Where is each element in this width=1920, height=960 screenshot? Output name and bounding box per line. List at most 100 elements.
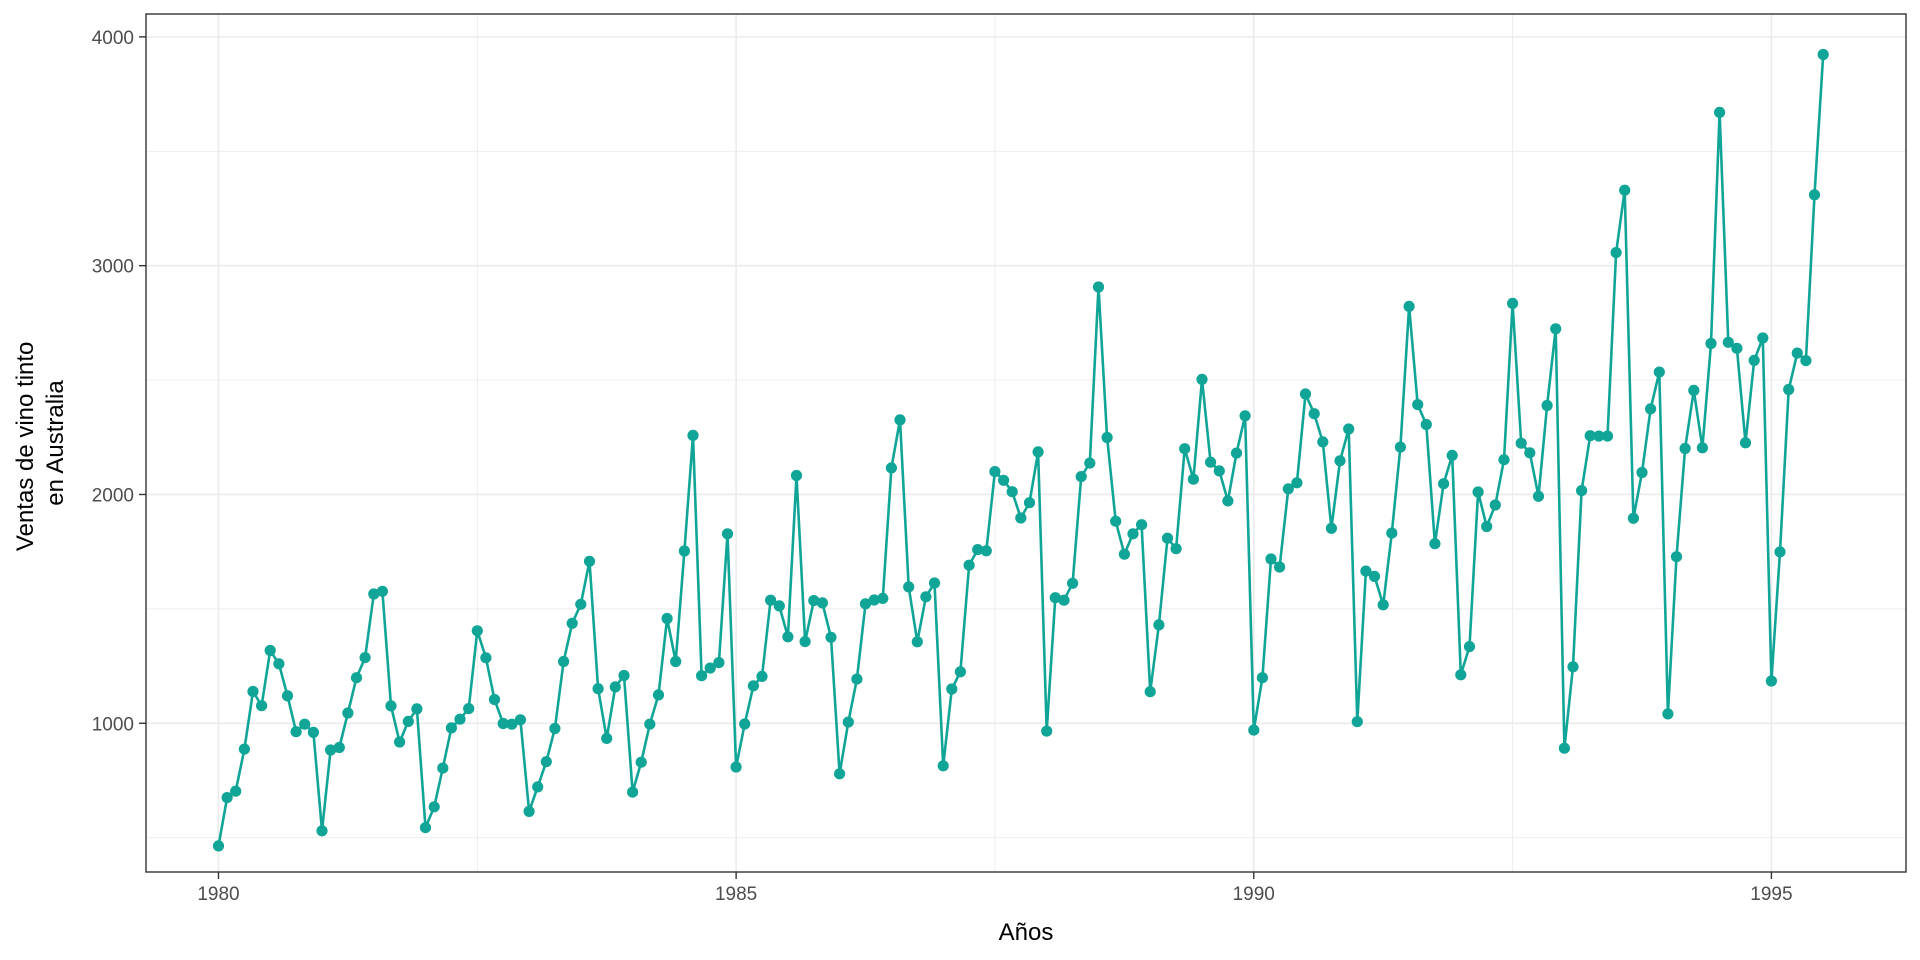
data-point — [1610, 247, 1622, 259]
data-point — [1714, 106, 1726, 118]
data-point — [799, 636, 811, 648]
data-point — [1161, 532, 1174, 544]
data-point — [1179, 443, 1191, 455]
data-point — [1481, 520, 1493, 533]
data-point — [1636, 466, 1648, 479]
data-point — [644, 718, 656, 730]
data-point — [773, 600, 785, 612]
data-point — [1541, 399, 1553, 412]
data-point — [1800, 355, 1812, 367]
data-point — [1420, 418, 1432, 431]
data-point — [1489, 499, 1501, 511]
data-point — [342, 707, 354, 719]
data-point — [601, 732, 613, 745]
data-point — [972, 544, 984, 556]
data-point — [411, 703, 423, 715]
data-point — [1817, 48, 1829, 61]
data-point — [1696, 442, 1708, 454]
data-point — [549, 722, 561, 735]
data-point — [592, 683, 604, 695]
data-point — [1412, 399, 1424, 411]
data-point — [868, 594, 880, 606]
data-point — [1455, 669, 1467, 681]
data-point — [350, 672, 363, 684]
data-point — [1092, 281, 1105, 293]
plot-border — [145, 13, 1907, 873]
data-point — [1498, 454, 1510, 466]
data-point — [1679, 442, 1691, 455]
data-point — [1023, 497, 1036, 509]
data-point — [359, 652, 371, 664]
data-point — [825, 631, 837, 643]
data-point — [1748, 354, 1760, 366]
data-point — [954, 666, 967, 678]
data-point — [1006, 486, 1018, 498]
data-point — [488, 693, 501, 706]
data-point — [1308, 408, 1320, 420]
data-point — [1196, 373, 1208, 385]
data-point — [368, 588, 380, 600]
data-point — [1627, 512, 1639, 524]
y-tick-label: 4000 — [92, 28, 134, 49]
y-axis-title: Ventas de vino tinto en Australia — [12, 335, 69, 551]
data-point — [1783, 383, 1795, 396]
data-point — [1136, 519, 1148, 531]
data-point — [1299, 388, 1312, 400]
data-point — [325, 744, 337, 756]
data-point — [696, 670, 708, 682]
data-point — [1550, 323, 1562, 335]
data-points — [212, 48, 1829, 852]
data-point — [885, 462, 898, 474]
data-point — [290, 726, 302, 738]
x-tick-label: 1980 — [197, 884, 239, 905]
y-axis-title-line-2: en Australia — [42, 380, 69, 506]
data-point — [299, 718, 311, 730]
data-point — [1058, 594, 1070, 606]
data-point — [713, 657, 725, 669]
data-point — [859, 598, 872, 610]
data-point — [704, 662, 716, 674]
data-point — [1291, 477, 1303, 489]
data-point — [747, 680, 760, 692]
data-point — [1110, 515, 1122, 527]
data-point — [1722, 336, 1734, 348]
data-point — [1558, 742, 1570, 754]
data-point — [307, 726, 319, 739]
data-point — [1705, 337, 1717, 350]
data-point — [627, 786, 639, 798]
data-point — [1377, 599, 1389, 611]
data-point — [497, 717, 509, 730]
data-point — [1532, 490, 1545, 502]
data-point — [1576, 485, 1588, 497]
x-tick-label: 1990 — [1233, 884, 1275, 905]
data-point — [575, 598, 587, 610]
data-point — [1032, 446, 1044, 458]
data-point — [765, 594, 777, 606]
data-point — [1041, 725, 1053, 737]
data-point — [1524, 447, 1536, 459]
data-point — [376, 585, 388, 597]
data-point — [1774, 546, 1786, 558]
data-point — [471, 625, 483, 637]
data-point — [1670, 551, 1683, 563]
data-point — [1757, 332, 1769, 344]
data-point — [920, 591, 932, 603]
plot-background — [146, 14, 1906, 872]
data-point — [1619, 184, 1631, 196]
data-point — [523, 805, 535, 818]
data-point — [1360, 565, 1372, 577]
data-point — [1248, 724, 1260, 736]
data-point — [454, 713, 466, 725]
data-point — [877, 592, 889, 605]
data-point — [281, 690, 294, 702]
data-point — [273, 658, 285, 670]
data-point — [264, 644, 276, 657]
data-point — [583, 555, 596, 567]
data-point — [1239, 410, 1251, 422]
data-point — [532, 781, 544, 793]
data-point — [1765, 675, 1777, 687]
data-point — [1084, 457, 1096, 469]
data-point — [1429, 538, 1441, 550]
data-point — [678, 545, 691, 557]
